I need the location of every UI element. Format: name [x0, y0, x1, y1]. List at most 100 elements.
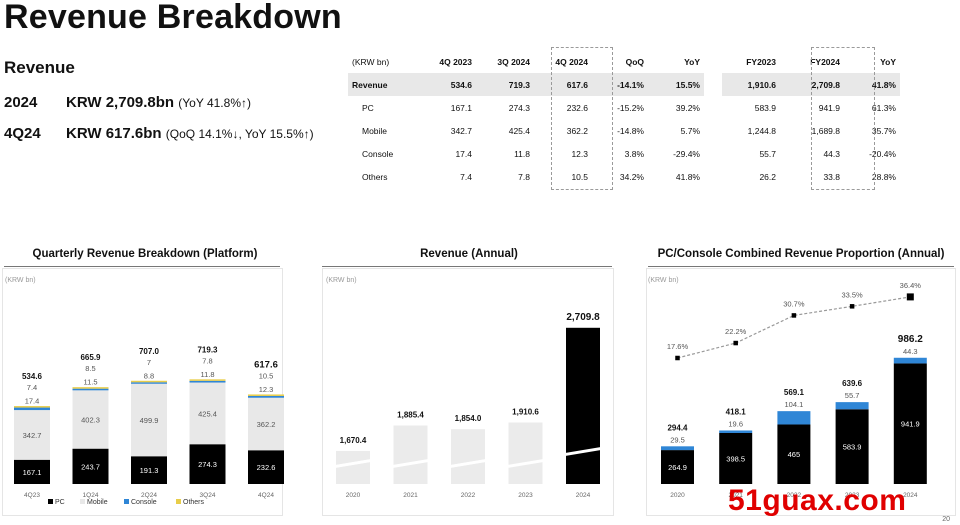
chart3-proportion-marker: [733, 340, 738, 346]
chart1-legend-label: Console: [131, 499, 157, 506]
chart1-bar-pc: [248, 450, 284, 484]
chart1-bar-others: [72, 387, 109, 389]
quarterly-platform-chart: (KRW bn) 167.1 342.7 17.4 7.4 534.6 4Q23 243.7 4…: [5, 277, 284, 506]
table-cell: 583.9: [754, 102, 776, 113]
table-cell: 35.7%: [871, 125, 896, 136]
chart1-data-label: 11.8: [200, 370, 214, 379]
chart1-bar-console: [14, 407, 50, 411]
table-cell: 28.8%: [871, 171, 896, 182]
chart3-total-label: 569.1: [784, 388, 805, 397]
chart1-data-label: 17.4: [25, 397, 40, 406]
chart3-bar-pc: [893, 363, 927, 484]
table-cell: 26.2: [759, 171, 776, 182]
table-header-fy2024: FY2024: [810, 56, 840, 67]
table-cell: 15.5%: [648, 73, 704, 96]
chart3-data-label: 465: [788, 450, 801, 459]
chart1-data-label: 7.4: [27, 383, 37, 392]
chart3-data-label: 104.1: [785, 400, 804, 409]
table-row-label: Revenue: [348, 73, 418, 96]
chart1-data-label: 499.9: [140, 416, 159, 425]
chart2-unit-label: (KRW bn): [326, 277, 357, 284]
chart1-data-label: 8.5: [85, 364, 95, 373]
chart1-legend-swatch: [124, 499, 129, 504]
chart1-bar-console: [72, 388, 109, 391]
table-cell: 167.1: [450, 102, 472, 113]
chart1-data-label: 274.3: [198, 460, 217, 469]
kpi-annual-note: (YoY 41.8%↑): [178, 96, 251, 110]
table-cell: -15.2%: [617, 102, 644, 113]
chart3-x-tick: 2023: [845, 492, 860, 499]
table-cell: 5.7%: [680, 125, 700, 136]
chart1-data-label: 10.5: [259, 371, 274, 380]
chart3-proportion-label: 36.4%: [900, 281, 922, 290]
chart1-data-label: 342.7: [23, 431, 42, 440]
table-cell: 232.6: [566, 102, 588, 113]
table-cell: -14.1%: [592, 73, 648, 96]
chart1-total-label: 534.6: [22, 372, 43, 381]
table-cell: 44.3: [823, 148, 840, 159]
chart3-unit-label: (KRW bn): [648, 277, 679, 284]
chart3-data-label: 29.5: [670, 435, 685, 444]
table-cell: -14.8%: [617, 125, 644, 136]
chart1-bar-mobile: [189, 382, 226, 445]
chart2-axis-break: [507, 459, 544, 468]
chart1-total-label: 707.0: [139, 347, 160, 356]
table-cell: 11.8: [514, 148, 530, 159]
chart3-bar-console: [893, 357, 927, 364]
chart3-x-tick: 2022: [787, 492, 802, 499]
chart3-proportion-marker: [675, 355, 680, 361]
chart3-bar-pc: [835, 409, 869, 484]
chart3-data-label: 264.9: [668, 463, 687, 472]
kpi-quarter-value: KRW 617.6bn: [66, 125, 162, 142]
chart3-bar-pc: [661, 450, 694, 484]
chart3-proportion-marker: [906, 293, 914, 301]
chart1-x-tick: 4Q24: [258, 492, 274, 499]
chart1-data-label: 232.6: [257, 463, 276, 472]
chart3-title-rule: [648, 266, 954, 267]
chart2-bar: [336, 450, 370, 484]
chart1-data-label: 402.3: [81, 415, 100, 424]
chart3-bar-console: [835, 402, 869, 410]
table-cell: -20.4%: [869, 148, 896, 159]
page-title: Revenue Breakdown: [4, 0, 342, 36]
chart3-total-label: 418.1: [726, 407, 747, 416]
chart1-data-label: 362.2: [257, 420, 276, 429]
chart2-x-tick: 2022: [461, 492, 476, 499]
table-cell: 41.8%: [675, 171, 700, 182]
chart2-x-tick: 2024: [576, 492, 591, 499]
chart3-total-label: 639.6: [842, 379, 863, 388]
table-header-fy2023: FY2023: [746, 56, 776, 67]
chart1-bar-pc: [72, 448, 109, 484]
chart1-legend-label: Others: [183, 499, 205, 506]
table-cell: 7.8: [518, 171, 530, 182]
table-cell: 362.2: [566, 125, 588, 136]
chart1-bar-pc: [131, 456, 167, 484]
chart3-bar-pc: [719, 432, 753, 484]
table-header-4q2023: 4Q 2023: [439, 56, 472, 67]
chart1-bar-mobile: [131, 383, 167, 457]
chart1-total-label: 665.9: [80, 353, 101, 362]
chart1-data-label: 167.1: [23, 468, 42, 477]
kpi-quarter-note: (QoQ 14.1%↓, YoY 15.5%↑): [165, 127, 314, 141]
chart2-value-label: 1,854.0: [455, 414, 482, 423]
kpi-quarter: 4Q24 KRW 617.6bn (QoQ 14.1%↓, YoY 15.5%↑): [4, 125, 314, 142]
kpi-annual-period: 2024: [4, 94, 38, 111]
chart2-bar: [451, 429, 485, 484]
chart3-proportion-line: [677, 296, 911, 359]
table-header-3q2024: 3Q 2024: [497, 56, 530, 67]
chart3-bar-console: [719, 430, 753, 433]
chart1-data-label: 11.5: [83, 378, 97, 387]
chart2-axis-break: [450, 459, 486, 468]
table-cell: 2,709.8: [780, 73, 844, 96]
chart3-proportion-label: 33.5%: [841, 290, 863, 299]
chart1-data-label: 7.8: [202, 356, 212, 365]
table-row: Others 7.4 7.8 10.5 34.2% 41.8% 26.2 33.8 28.8%: [348, 165, 900, 188]
chart1-unit-label: (KRW bn): [5, 277, 36, 284]
chart1-bar-others: [248, 394, 284, 396]
chart1-bar-pc: [189, 444, 226, 484]
chart1-x-tick: 4Q23: [24, 492, 40, 499]
chart2-axis-break: [335, 459, 371, 468]
table-cell: 3.8%: [624, 148, 644, 159]
revenue-table: (KRW bn) 4Q 2023 3Q 2024 4Q 2024 QoQ YoY…: [348, 50, 900, 188]
table-cell: 941.9: [818, 102, 840, 113]
